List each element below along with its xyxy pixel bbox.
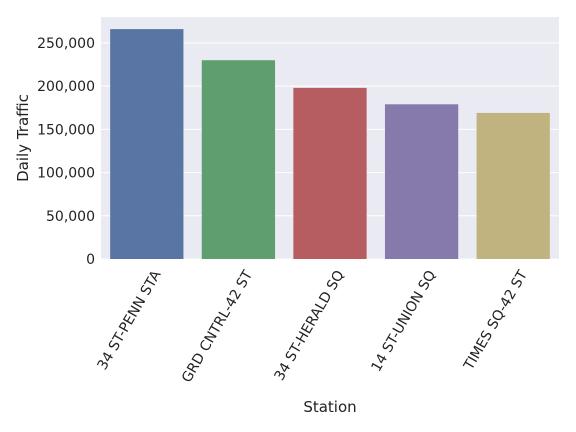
x-tick-label: 14 ST-UNION SQ [368,268,439,375]
y-tick-label: 250,000 [37,36,95,52]
y-tick-label: 150,000 [37,122,95,138]
x-tick-label: 34 ST-HERALD SQ [272,268,348,384]
x-tick-label: TIMES SQ-42 ST [461,267,532,373]
bars [110,29,550,260]
y-tick-label: 0 [86,252,95,268]
bar [476,112,550,259]
y-tick-label: 50,000 [46,209,95,225]
bar [201,60,276,259]
bar [384,104,459,260]
bar [110,29,184,259]
y-tick-label: 200,000 [37,79,95,95]
x-axis-label: Station [303,398,356,416]
y-tick-labels: 0 50,000 100,000 150,000 200,000 250,000 [37,36,95,268]
y-tick-label: 100,000 [37,166,95,182]
x-tick-label: GRD CNTRL-42 ST [179,267,256,385]
x-tick-labels: 34 ST-PENN STA GRD CNTRL-42 ST 34 ST-HERAL… [95,267,532,385]
x-tick-label: 34 ST-PENN STA [95,267,165,372]
bar [293,87,367,259]
y-axis-label: Daily Traffic [14,94,32,182]
